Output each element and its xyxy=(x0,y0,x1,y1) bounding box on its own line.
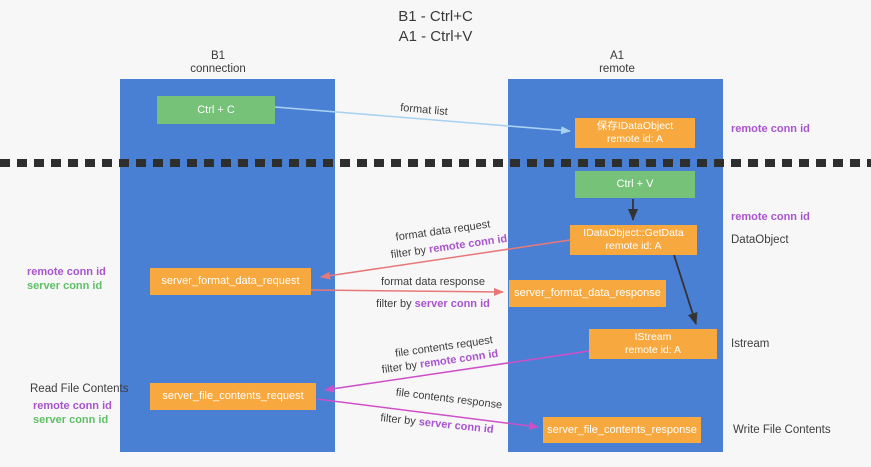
file-contents-response-filter-label: filter by server conn id xyxy=(380,412,494,436)
saved-idataobject-line2: remote id: A xyxy=(606,133,664,145)
server-file-contents-response-label: server_file_contents_response xyxy=(547,423,697,436)
server-format-data-request-label: server_format_data_request xyxy=(161,275,300,287)
server-conn-id-text: server conn id xyxy=(414,298,490,310)
lane-b1-role: connection xyxy=(190,63,246,75)
ctrl-c-node: Ctrl + C xyxy=(157,96,275,124)
lane-a1-name: A1 xyxy=(609,50,625,62)
format-data-response-label: format data response xyxy=(381,276,485,288)
format-data-response-arrow xyxy=(310,287,504,296)
server-file-contents-request-node: server_file_contents_request xyxy=(150,383,316,410)
conn-id-pair-bottom-left: remote conn id server conn id xyxy=(33,399,112,427)
server-conn-id-label-left-bottom: server conn id xyxy=(33,414,109,426)
read-file-contents-label: Read File Contents xyxy=(30,383,129,395)
ctrl-c-label: Ctrl + C xyxy=(197,103,235,116)
saved-idataobject-node: 保存IDataObject remote id: A xyxy=(575,118,695,148)
server-conn-id-text: server conn id xyxy=(418,416,495,436)
diagram-title: B1 - Ctrl+C A1 - Ctrl+V xyxy=(0,7,871,47)
server-file-contents-request-label: server_file_contents_request xyxy=(162,390,304,402)
title-line-paste: A1 - Ctrl+V xyxy=(398,28,473,45)
server-conn-id-label-left: server conn id xyxy=(27,280,103,292)
conn-id-pair-top-left: remote conn id server conn id xyxy=(27,265,106,293)
lane-a1-role: remote xyxy=(599,63,635,75)
filter-by-text: filter by xyxy=(381,358,421,377)
dashed-divider xyxy=(0,159,871,167)
server-format-data-response-label: server_format_data_response xyxy=(514,287,661,299)
istream-line1: IStream xyxy=(634,331,672,343)
istream-node: IStream remote id: A xyxy=(589,329,717,359)
title-line-copy: B1 - Ctrl+C xyxy=(398,8,473,25)
remote-conn-id-label-top-right: remote conn id xyxy=(731,123,810,135)
server-format-data-response-node: server_format_data_response xyxy=(509,280,666,307)
server-file-contents-response-node: server_file_contents_response xyxy=(543,417,701,443)
remote-conn-id-label-left-bottom: remote conn id xyxy=(33,400,112,412)
remote-conn-id-label-mid-right: remote conn id xyxy=(731,211,810,223)
file-contents-response-label: file contents response xyxy=(395,386,503,412)
write-file-contents-label: Write File Contents xyxy=(733,424,831,436)
remote-conn-id-label-left: remote conn id xyxy=(27,266,106,278)
lane-b1-name: B1 xyxy=(210,50,226,62)
dataobject-label: DataObject xyxy=(731,234,789,246)
istream-side-label: Istream xyxy=(731,338,770,350)
server-format-data-request-node: server_format_data_request xyxy=(150,268,311,295)
getdata-line1: IDataObject::GetData xyxy=(583,227,684,239)
istream-line2: remote id: A xyxy=(624,344,682,356)
filter-by-text: filter by xyxy=(379,412,420,429)
lane-header-a1: A1 remote xyxy=(537,50,697,76)
format-list-label: format list xyxy=(399,101,449,119)
format-data-response-filter-label: filter by server conn id xyxy=(376,298,490,310)
ctrl-v-label: Ctrl + V xyxy=(616,178,654,190)
ctrl-v-node: Ctrl + V xyxy=(575,171,695,198)
filter-by-text: filter by xyxy=(376,298,415,310)
getdata-node: IDataObject::GetData remote id: A xyxy=(570,225,697,255)
saved-idataobject-line1: 保存IDataObject xyxy=(596,120,674,132)
filter-by-text: filter by xyxy=(390,243,430,262)
lane-header-b1: B1 connection xyxy=(138,50,298,76)
getdata-line2: remote id: A xyxy=(605,240,662,252)
